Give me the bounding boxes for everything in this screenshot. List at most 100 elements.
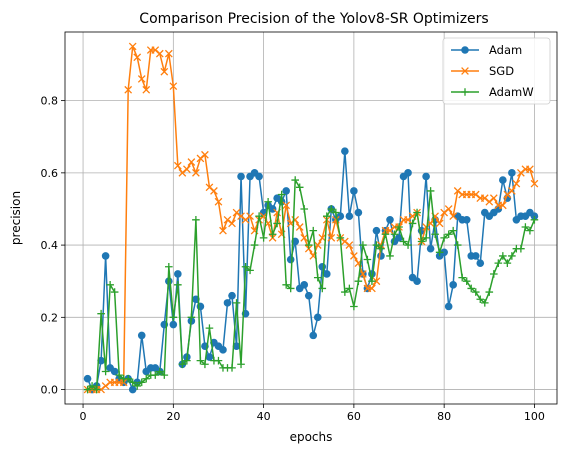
adamw-point — [286, 284, 295, 293]
sgd-point — [350, 252, 358, 260]
adamw-point — [232, 299, 241, 307]
adam-point — [282, 187, 290, 195]
adam-point — [413, 277, 421, 286]
sgd-point — [435, 219, 444, 228]
y-tick-label: 0.2 — [41, 311, 59, 324]
adamw-point — [318, 284, 327, 293]
sgd-point — [124, 85, 133, 94]
y-axis-label: precision — [9, 191, 23, 245]
adam-point — [313, 313, 322, 322]
series-adamw — [83, 176, 539, 394]
adamw-point — [521, 223, 530, 231]
x-tick-label: 100 — [524, 410, 545, 423]
adamw-point — [422, 234, 430, 242]
adamw-point — [282, 281, 290, 289]
adamw-point — [480, 299, 489, 307]
adamw-point — [517, 244, 525, 253]
adamw-point — [399, 237, 408, 246]
sgd-point — [300, 234, 309, 242]
adamw-point — [363, 255, 372, 264]
adamw-point — [471, 288, 480, 296]
adamw-point — [228, 364, 236, 372]
adam-point — [372, 226, 381, 235]
adamw-point — [295, 183, 304, 192]
sgd-point — [192, 168, 200, 177]
sgd-point — [282, 201, 291, 210]
adam-point — [426, 244, 435, 253]
adamw-point — [165, 262, 173, 271]
y-axis: 0.0 0.2 0.4 0.6 0.8 — [41, 95, 65, 397]
adam-point — [508, 169, 516, 177]
adam-point — [137, 331, 146, 340]
adamw-point — [192, 216, 200, 224]
sgd-point — [155, 49, 164, 58]
adam-point — [169, 320, 178, 329]
adamw-point — [404, 241, 412, 249]
adamw-point — [462, 277, 471, 286]
sgd-point — [246, 212, 254, 221]
adamw-point — [381, 230, 390, 239]
sgd-point — [368, 284, 376, 293]
adamw-line — [87, 179, 536, 391]
x-axis: 0 20 40 60 80 100 — [80, 404, 545, 423]
sgd-point — [295, 223, 304, 231]
adamw-point — [508, 252, 516, 260]
adam-point — [228, 291, 236, 300]
adamw-point — [327, 205, 336, 213]
adam-point — [174, 270, 182, 278]
adamw-point — [336, 234, 345, 242]
sgd-point — [219, 226, 227, 235]
adam-point — [128, 385, 137, 394]
adam-point — [300, 281, 309, 289]
series-layer — [83, 42, 539, 394]
sgd-point — [164, 49, 173, 58]
adamw-point — [259, 234, 268, 242]
adamw-point — [300, 205, 309, 213]
y-tick-label: 0.8 — [41, 95, 59, 108]
adamw-point — [273, 219, 281, 228]
adamw-point — [435, 248, 444, 257]
adamw-point — [187, 313, 196, 322]
legend: Adam SGD AdamW — [442, 37, 551, 105]
adamw-point — [174, 281, 182, 289]
adamw-point — [499, 252, 507, 260]
adamw-point — [426, 187, 435, 195]
adamw-point — [178, 360, 187, 369]
adam-point — [97, 356, 105, 365]
adam-point — [237, 172, 245, 181]
adam-point — [309, 331, 318, 340]
adamw-point — [115, 371, 123, 379]
adamw-point — [395, 223, 403, 231]
adamw-point — [449, 226, 457, 235]
sgd-point — [489, 194, 498, 202]
adam-point — [286, 255, 295, 264]
adam-point — [444, 302, 453, 311]
adamw-point — [83, 385, 92, 394]
adamw-point — [309, 226, 318, 235]
adamw-point — [255, 212, 263, 220]
adamw-point — [106, 281, 114, 289]
sgd-point — [128, 42, 137, 51]
adamw-point — [490, 270, 498, 278]
adamw-point — [241, 262, 250, 271]
x-tick-label: 20 — [166, 410, 180, 423]
sgd-point — [498, 201, 507, 210]
y-tick-label: 0.0 — [41, 384, 59, 397]
adamw-point — [417, 237, 426, 246]
adamw-point — [169, 313, 178, 322]
adamw-point — [350, 302, 358, 311]
adamw-point — [413, 208, 421, 217]
adamw-point — [92, 385, 101, 394]
adamw-point — [97, 309, 105, 318]
adam-point — [354, 208, 363, 217]
adamw-point — [386, 252, 394, 260]
adam-point — [110, 367, 119, 376]
sgd-point — [444, 205, 453, 213]
adamw-point — [458, 273, 467, 282]
sgd-point — [372, 277, 381, 286]
x-tick-label: 0 — [80, 410, 87, 423]
adamw-point — [128, 378, 137, 387]
sgd-point — [228, 219, 236, 228]
adamw-point — [372, 241, 381, 249]
